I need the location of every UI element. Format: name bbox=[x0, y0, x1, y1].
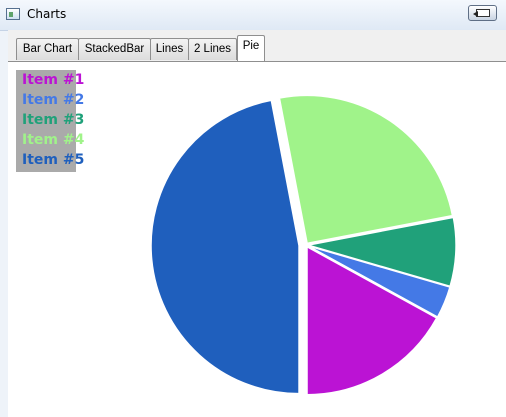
title-bar[interactable]: Charts bbox=[0, 0, 506, 31]
window-title: Charts bbox=[27, 7, 67, 21]
pie-slice-3 bbox=[307, 216, 457, 288]
legend-item-2: Item #2 bbox=[22, 92, 85, 108]
chart-panel: Item #1 Item #2 Item #3 Item #4 Item #5 bbox=[8, 61, 506, 417]
restore-button[interactable] bbox=[468, 5, 497, 21]
tab-2-lines[interactable]: 2 Lines bbox=[188, 38, 237, 60]
legend-item-5: Item #5 bbox=[22, 152, 85, 168]
restore-arrow-icon bbox=[473, 9, 490, 17]
pie-slice-4 bbox=[278, 94, 454, 245]
chart-legend: Item #1 Item #2 Item #3 Item #4 Item #5 bbox=[16, 70, 84, 172]
client-area: Bar Chart StackedBar Lines 2 Lines Pie I… bbox=[8, 30, 506, 417]
tab-bar-chart[interactable]: Bar Chart bbox=[16, 38, 79, 60]
tab-stackedbar[interactable]: StackedBar bbox=[78, 38, 151, 60]
legend-item-3: Item #3 bbox=[22, 112, 85, 128]
app-window-icon bbox=[6, 8, 20, 20]
pie-slice-1 bbox=[306, 245, 438, 396]
pie-chart bbox=[150, 94, 457, 396]
legend-item-1: Item #1 bbox=[22, 72, 85, 88]
pie-slice-5 bbox=[150, 99, 300, 395]
tab-lines[interactable]: Lines bbox=[150, 38, 189, 60]
tab-pie[interactable]: Pie bbox=[237, 35, 265, 61]
legend-item-4: Item #4 bbox=[22, 132, 85, 148]
